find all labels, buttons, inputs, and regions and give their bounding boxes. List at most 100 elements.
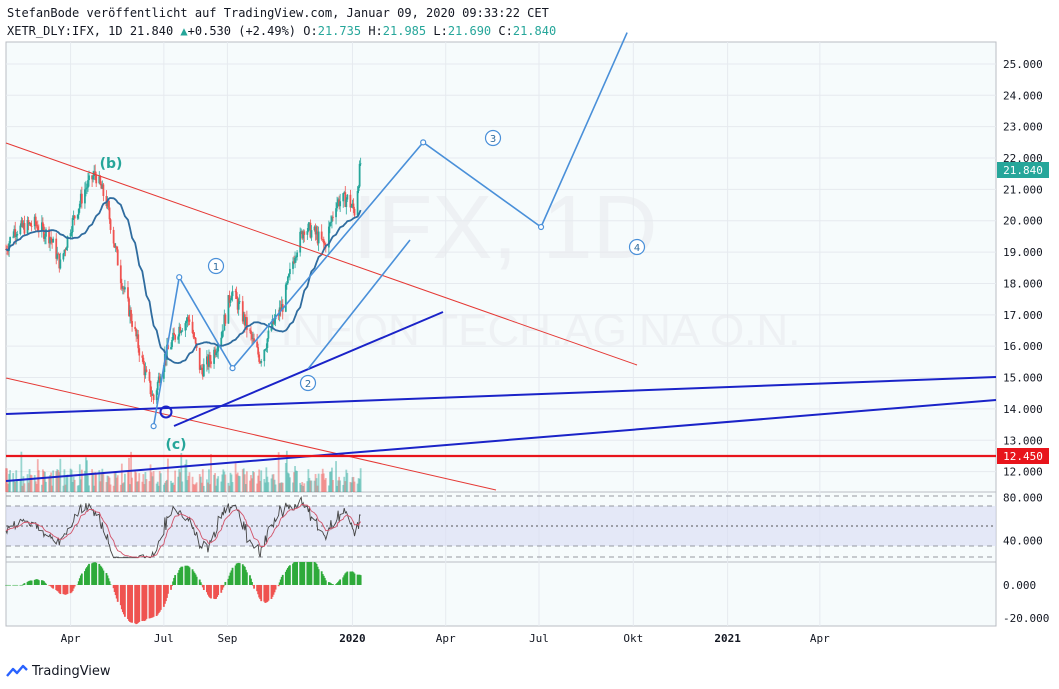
volume-bar	[321, 468, 324, 492]
macd-bar	[66, 584, 69, 594]
candle-body	[191, 321, 194, 334]
macd-bar	[335, 584, 337, 585]
macd-bar	[101, 568, 104, 585]
time-axis[interactable]: Apr Jul Sep 2020 Apr Jul Okt 2021 Apr	[61, 632, 831, 645]
candle-body	[170, 347, 172, 350]
macd-bar	[91, 563, 93, 585]
macd-bar	[338, 580, 341, 585]
candle-body	[135, 329, 138, 337]
macd-axis[interactable]: 0.000 -20.000	[1003, 579, 1049, 625]
macd-bar	[150, 584, 153, 618]
volume-bar	[87, 475, 89, 492]
level-badge-bg	[997, 448, 1049, 464]
macd-bar	[40, 580, 43, 585]
volume-bar	[152, 471, 155, 492]
moving-average	[5, 197, 362, 365]
macd-bar	[76, 584, 79, 585]
candle-body	[198, 347, 201, 370]
candle-body	[344, 192, 347, 207]
candle-body	[172, 332, 174, 340]
candle-body	[249, 329, 251, 331]
candle-body	[100, 183, 103, 189]
volume-bar	[244, 484, 247, 492]
macd-bar	[42, 580, 44, 585]
volume-bar	[116, 475, 119, 492]
macd-bar	[22, 584, 25, 585]
elliott-wave-path[interactable]	[152, 32, 628, 427]
volume-bar	[93, 485, 96, 492]
candle-body	[88, 175, 90, 181]
time-tick-label: Apr	[810, 632, 830, 645]
candle-body	[40, 222, 43, 231]
volume-bar	[260, 470, 263, 492]
volume-bar	[193, 485, 196, 492]
wave-label-2: 2	[299, 374, 317, 392]
volume-bar	[313, 480, 316, 492]
macd-bar	[114, 584, 117, 596]
macd-bar	[310, 562, 313, 585]
volume-bar	[302, 485, 305, 492]
macd-bar	[327, 582, 330, 585]
volume-bar	[28, 469, 31, 492]
candle-body	[115, 246, 118, 250]
candle-body	[122, 287, 125, 290]
candle-body	[52, 238, 55, 243]
volume-bar	[34, 481, 37, 492]
volume-bar	[308, 477, 311, 492]
volume-bar	[142, 474, 145, 492]
price-axis[interactable]: 25.000 24.000 23.000 22.000 21.000 20.000 19.0…	[1003, 58, 1043, 479]
volume-bar	[330, 471, 332, 492]
volume-bar	[329, 471, 331, 492]
macd-bar	[264, 584, 267, 603]
channel-upper-line[interactable]	[5, 142, 638, 366]
brand-footer[interactable]: TradingView	[6, 660, 111, 682]
macd-bar	[21, 584, 24, 586]
macd-bar	[155, 584, 158, 617]
candle-body	[150, 394, 153, 396]
price-tick-label: 21.000	[1003, 183, 1043, 196]
volume-bar	[181, 481, 184, 492]
volume-bar	[36, 459, 39, 492]
volume-bar	[113, 471, 116, 492]
volume-bar	[86, 460, 88, 492]
macd-bar	[192, 571, 195, 585]
wave-channel-line[interactable]	[307, 239, 411, 370]
volume-bar	[292, 482, 294, 492]
channel-lower-line[interactable]	[5, 377, 497, 491]
macd-bar	[194, 574, 197, 585]
candle-body	[16, 234, 19, 236]
macd-bar	[231, 567, 234, 585]
main-pane[interactable]	[5, 41, 997, 493]
volume-bar	[136, 481, 139, 492]
volume-bar	[94, 472, 97, 492]
rsi-indicator	[5, 496, 361, 559]
rsi-axis[interactable]: 80.000 40.000	[1003, 491, 1043, 547]
macd-bar	[265, 584, 268, 603]
macd-bar	[152, 584, 155, 617]
macd-bar	[142, 584, 145, 621]
volume-bar	[320, 473, 323, 492]
candle-body	[264, 349, 267, 351]
macd-bar	[296, 562, 298, 585]
price-change: +0.530 (+2.49%)	[187, 24, 297, 38]
candle-body	[317, 231, 320, 244]
volume-bar	[314, 473, 317, 492]
macd-bar	[12, 584, 15, 586]
drawings[interactable]: (b) (c) 1 2 3 4	[5, 32, 997, 491]
support-line-2[interactable]	[5, 399, 997, 482]
close-label: C:	[498, 24, 513, 38]
candle-body	[307, 223, 310, 232]
candle-body	[280, 304, 283, 312]
volume-bar	[191, 476, 194, 492]
volume-bar	[158, 471, 161, 492]
macd-pane[interactable]	[5, 561, 997, 627]
symbol-label[interactable]: XETR_DLY:IFX, 1D	[7, 24, 123, 38]
macd-bar	[180, 566, 183, 585]
volume-bar	[344, 481, 347, 492]
volume-bar	[88, 485, 90, 492]
support-line-1[interactable]	[5, 376, 997, 415]
macd-bar	[130, 584, 132, 623]
candle-body	[227, 295, 230, 324]
volume-bar	[151, 476, 154, 492]
